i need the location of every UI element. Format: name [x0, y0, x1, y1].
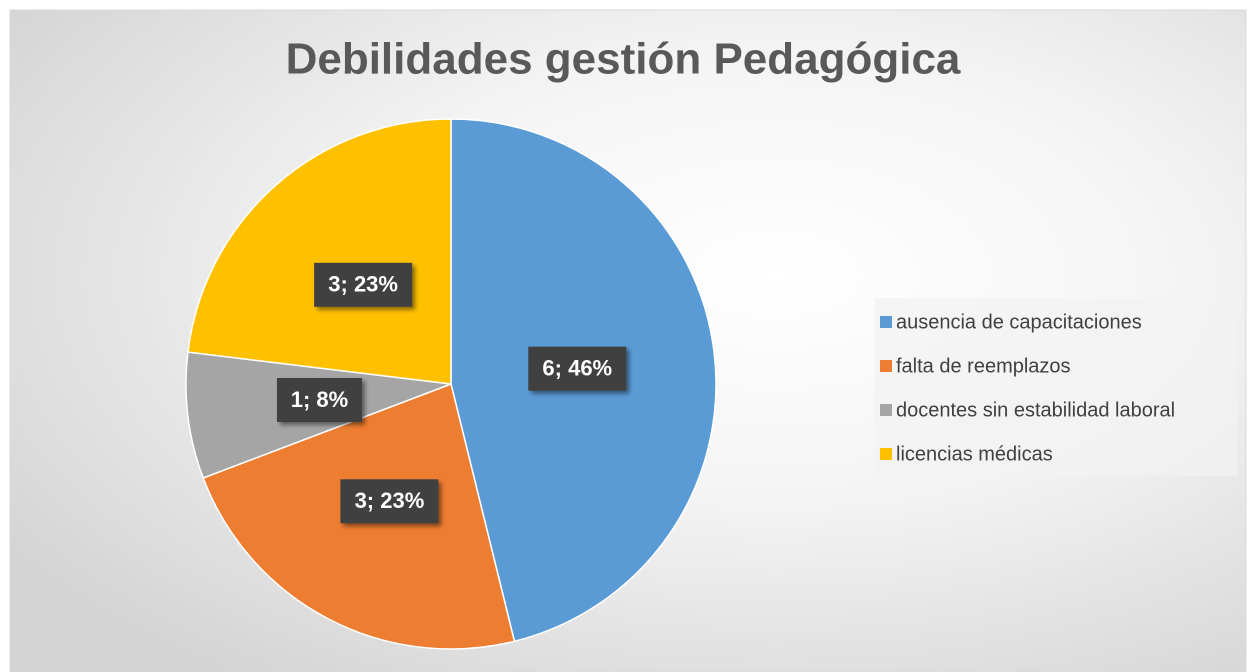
legend-label: docentes sin estabilidad laboral: [896, 399, 1175, 421]
data-label-box: [528, 346, 627, 391]
data-label: 3; 23%: [328, 272, 398, 297]
legend-label: licencias médicas: [896, 443, 1053, 465]
data-label-box: [314, 262, 413, 307]
legend-swatch: [880, 404, 892, 416]
legend: [875, 298, 1237, 476]
data-label: 1; 8%: [291, 387, 348, 412]
pie-slice: [187, 118, 452, 385]
data-label: 3; 23%: [355, 488, 425, 513]
legend-label: ausencia de capacitaciones: [896, 311, 1142, 333]
legend-swatch: [880, 316, 892, 328]
data-label: 6; 46%: [542, 355, 612, 380]
chart-title: Debilidades gestión Pedagógica: [286, 35, 961, 84]
legend-swatch: [880, 448, 892, 460]
data-label-box: [276, 377, 362, 422]
data-label-box: [340, 479, 439, 524]
legend-label: falta de reemplazos: [896, 355, 1071, 377]
legend-swatch: [880, 360, 892, 372]
